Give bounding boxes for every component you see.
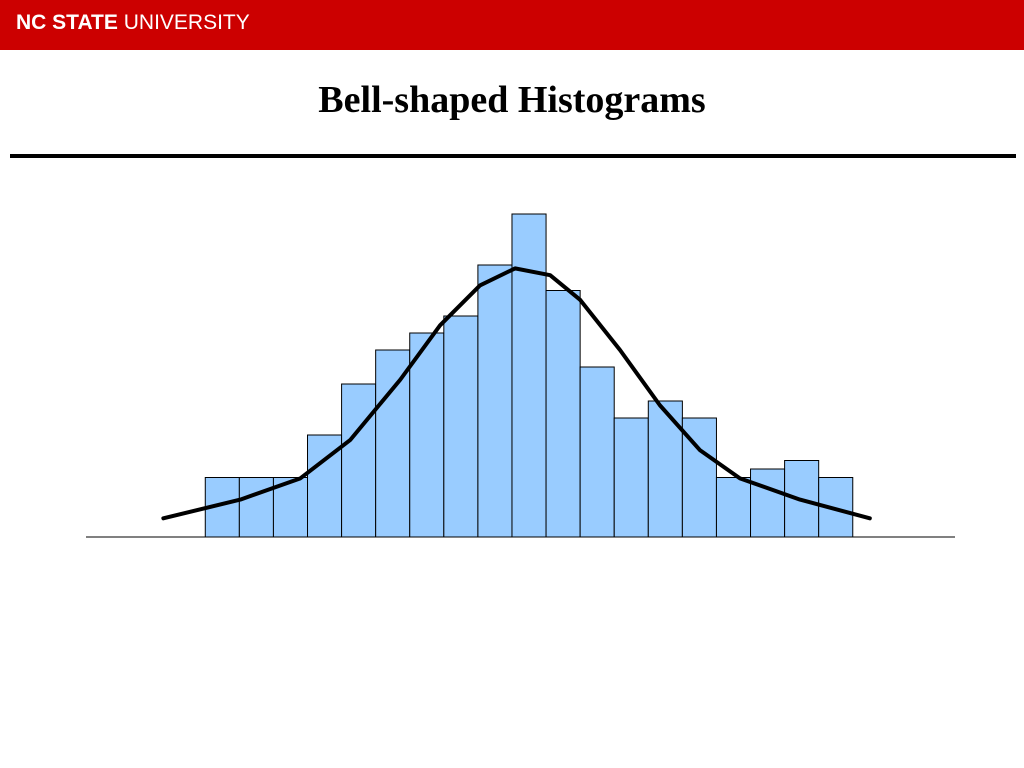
fitted-curve bbox=[161, 266, 872, 521]
bar bbox=[715, 477, 752, 538]
bar bbox=[409, 332, 445, 538]
bar bbox=[545, 290, 581, 538]
bar bbox=[477, 264, 513, 538]
sub-brand: UNIVERSITY bbox=[123, 11, 250, 34]
bar bbox=[443, 315, 479, 538]
title-rule bbox=[10, 154, 1016, 158]
bar bbox=[579, 366, 615, 538]
bar bbox=[511, 213, 547, 538]
bar bbox=[238, 477, 274, 538]
bar bbox=[375, 349, 411, 538]
brand: NC STATE bbox=[16, 11, 118, 34]
bar bbox=[613, 417, 649, 538]
bar bbox=[750, 468, 786, 538]
bar bbox=[647, 400, 683, 538]
slide-title: Bell-shaped Histograms bbox=[318, 79, 706, 121]
header-bar: NC STATE UNIVERSITY bbox=[0, 0, 1024, 50]
bar bbox=[341, 383, 377, 538]
